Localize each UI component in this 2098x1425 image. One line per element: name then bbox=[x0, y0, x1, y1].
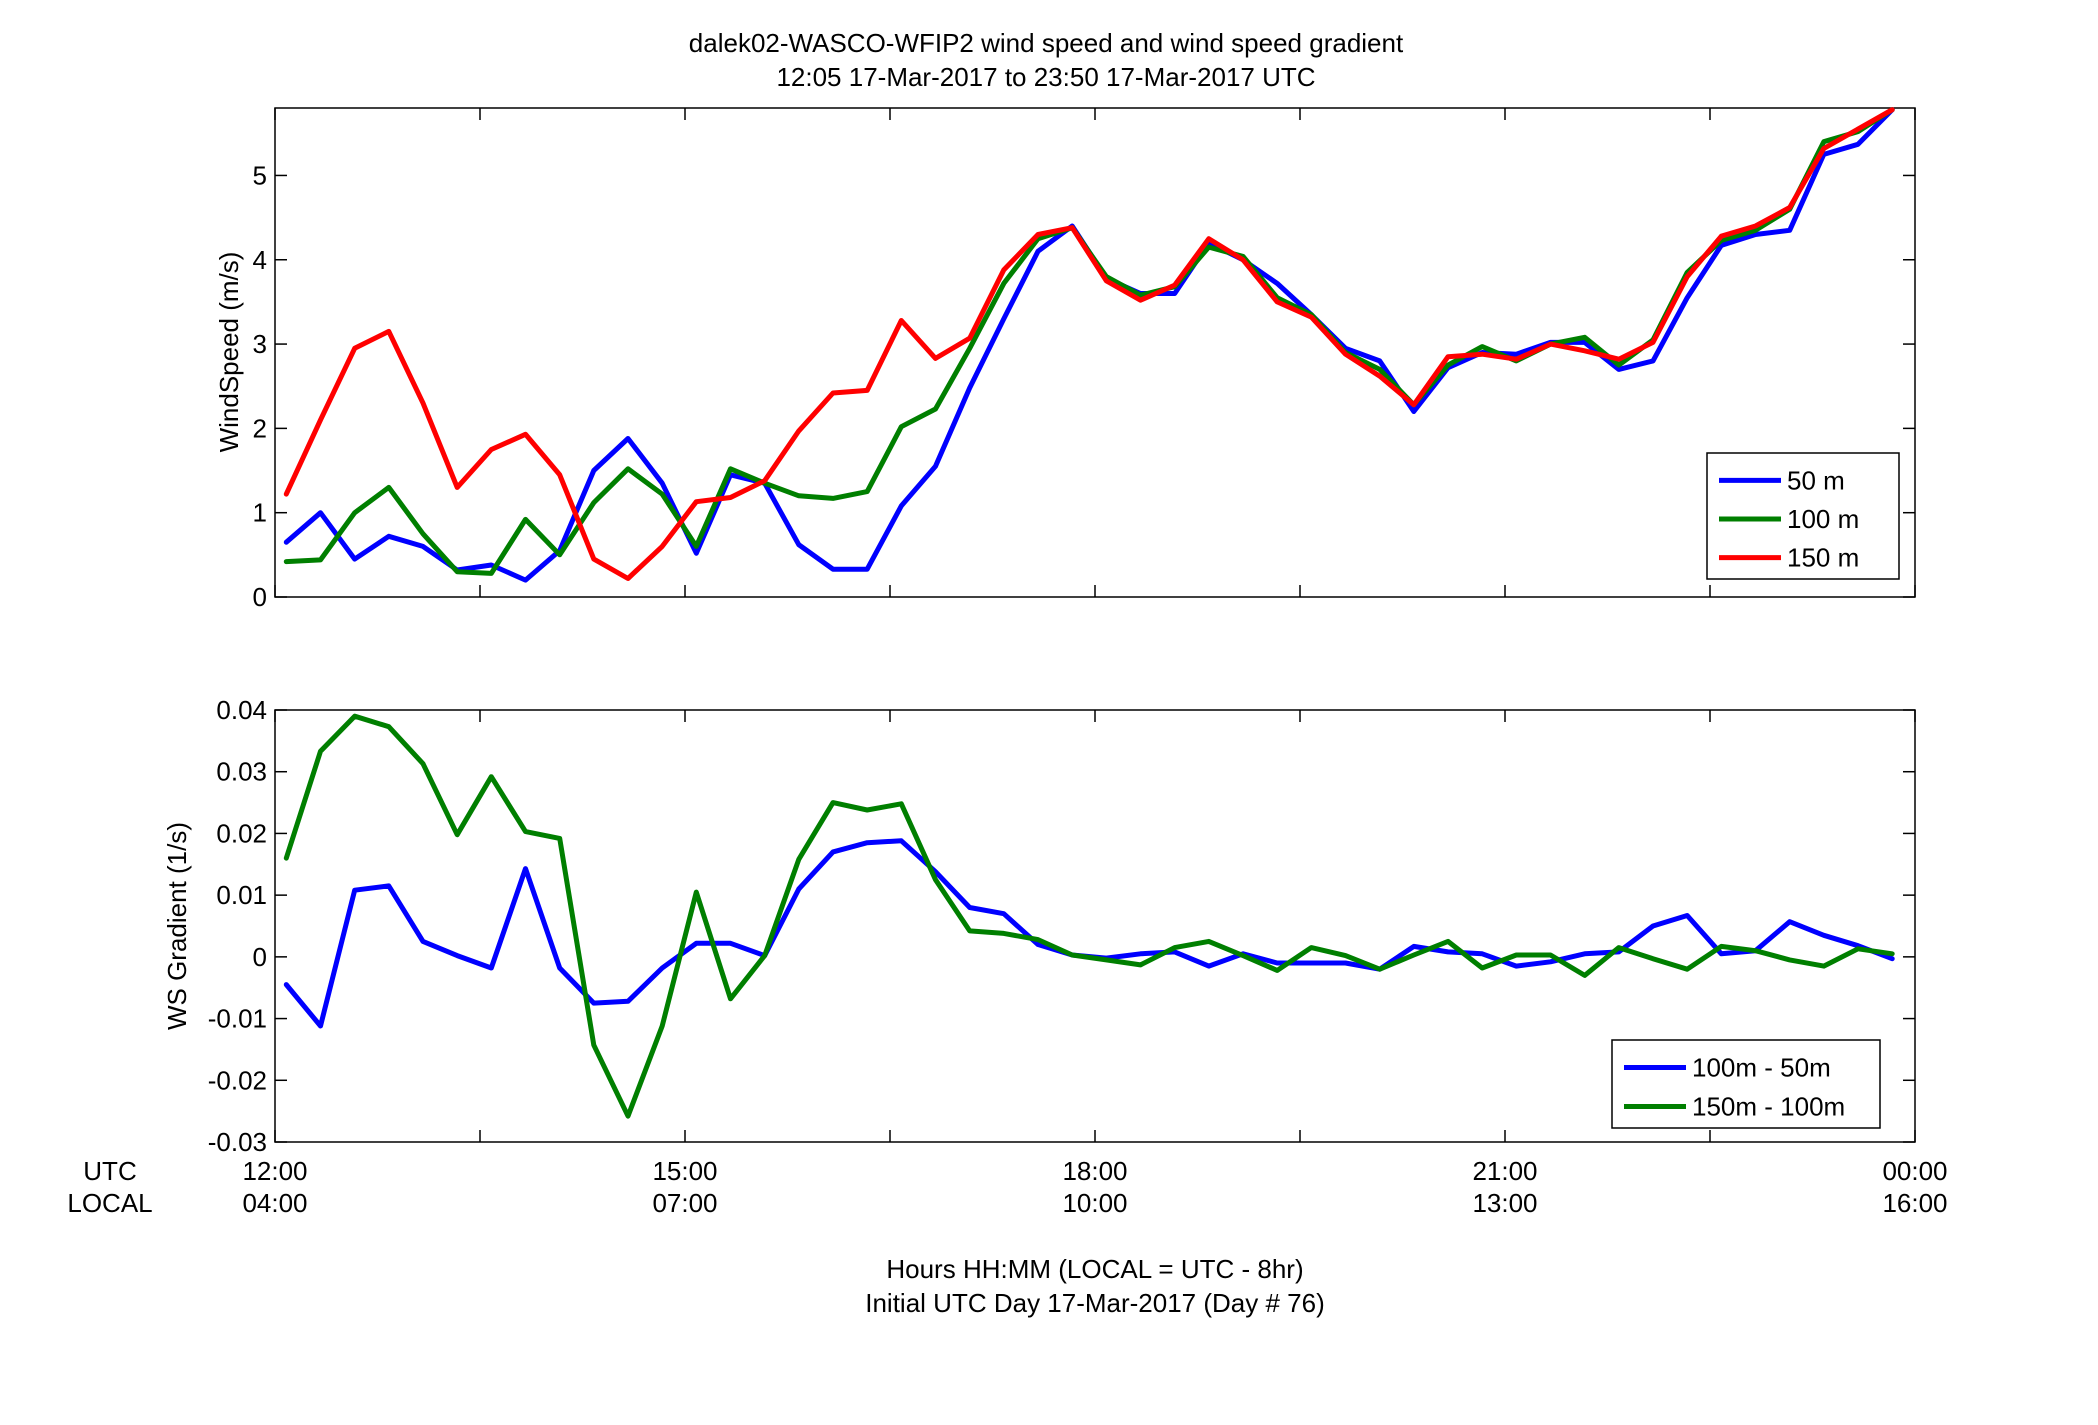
windspeed-series-lines bbox=[283, 107, 1895, 583]
local-tick-label: 07:00 bbox=[652, 1188, 717, 1218]
gradient-panel: -0.03 -0.02 -0.01 0 0.01 0.02 0.03 0.04 WS Grad… bbox=[162, 695, 1916, 1157]
gradient-y-tick-label: -0.02 bbox=[208, 1065, 267, 1095]
gradient-y-tick-label: -0.03 bbox=[208, 1127, 267, 1157]
gradient-legend-box bbox=[1611, 1039, 1881, 1129]
gradient-y-tick-label: 0.02 bbox=[216, 818, 267, 848]
local-tick-label: 04:00 bbox=[242, 1188, 307, 1218]
windspeed-legend-box bbox=[1706, 452, 1900, 580]
chart-title-line1: dalek02-WASCO-WFIP2 wind speed and wind … bbox=[689, 28, 1404, 58]
windspeed-y-axis-label: WindSpeed (m/s) bbox=[214, 252, 244, 453]
x-axis-label-line1: Hours HH:MM (LOCAL = UTC - 8hr) bbox=[886, 1254, 1303, 1284]
windspeed-y-tick-label: 2 bbox=[253, 413, 267, 443]
gradient-y-tick-label: 0 bbox=[253, 942, 267, 972]
windspeed-panel: 0 1 2 3 4 5 WindSpeed (m/s) 50 m 100 m 150 m bbox=[214, 107, 1916, 612]
gradient-legend-label: 150m - 100m bbox=[1692, 1092, 1845, 1122]
windspeed-y-tick-label: 0 bbox=[253, 582, 267, 612]
utc-tick-label: 18:00 bbox=[1062, 1156, 1127, 1186]
windspeed-y-ticks: 0 1 2 3 4 5 bbox=[253, 160, 1915, 612]
gradient-y-tick-label: 0.01 bbox=[216, 880, 267, 910]
windspeed-legend-label: 150 m bbox=[1787, 543, 1859, 573]
windspeed-y-tick-label: 3 bbox=[253, 329, 267, 359]
utc-tick-label: 15:00 bbox=[652, 1156, 717, 1186]
utc-row-label: UTC bbox=[83, 1156, 136, 1186]
local-row-label: LOCAL bbox=[67, 1188, 152, 1218]
utc-tick-label: 21:00 bbox=[1472, 1156, 1537, 1186]
windspeed-legend: 50 m 100 m 150 m bbox=[1706, 452, 1900, 580]
gradient-y-tick-label: 0.04 bbox=[216, 695, 267, 725]
gradient-series-line-1 bbox=[283, 713, 1895, 1119]
x-axis-label-line2: Initial UTC Day 17-Mar-2017 (Day # 76) bbox=[865, 1288, 1325, 1318]
local-tick-label: 10:00 bbox=[1062, 1188, 1127, 1218]
windspeed-x-ticks bbox=[274, 108, 1916, 597]
gradient-y-ticks: -0.03 -0.02 -0.01 0 0.01 0.02 0.03 0.04 bbox=[208, 695, 1915, 1157]
gradient-series-lines bbox=[283, 713, 1895, 1119]
gradient-series-line-0 bbox=[283, 838, 1895, 1029]
gradient-legend-label: 100m - 50m bbox=[1692, 1053, 1831, 1083]
utc-tick-label: 00:00 bbox=[1882, 1156, 1947, 1186]
windspeed-legend-label: 50 m bbox=[1787, 465, 1845, 495]
windspeed-y-tick-label: 1 bbox=[253, 498, 267, 528]
utc-tick-label: 12:00 bbox=[242, 1156, 307, 1186]
windspeed-legend-label: 100 m bbox=[1787, 504, 1859, 534]
windspeed-y-tick-label: 5 bbox=[253, 160, 267, 190]
windspeed-y-tick-label: 4 bbox=[253, 245, 267, 275]
windspeed-series-line-2 bbox=[283, 107, 1895, 581]
gradient-y-axis-label: WS Gradient (1/s) bbox=[162, 822, 192, 1030]
gradient-y-tick-label: 0.03 bbox=[216, 757, 267, 787]
chart-title-line2: 12:05 17-Mar-2017 to 23:50 17-Mar-2017 U… bbox=[776, 62, 1315, 92]
local-tick-label: 16:00 bbox=[1882, 1188, 1947, 1218]
gradient-y-tick-label: -0.01 bbox=[208, 1004, 267, 1034]
local-tick-label: 13:00 bbox=[1472, 1188, 1537, 1218]
gradient-legend: 100m - 50m 150m - 100m bbox=[1611, 1039, 1881, 1129]
gradient-x-ticks bbox=[274, 710, 1916, 1142]
